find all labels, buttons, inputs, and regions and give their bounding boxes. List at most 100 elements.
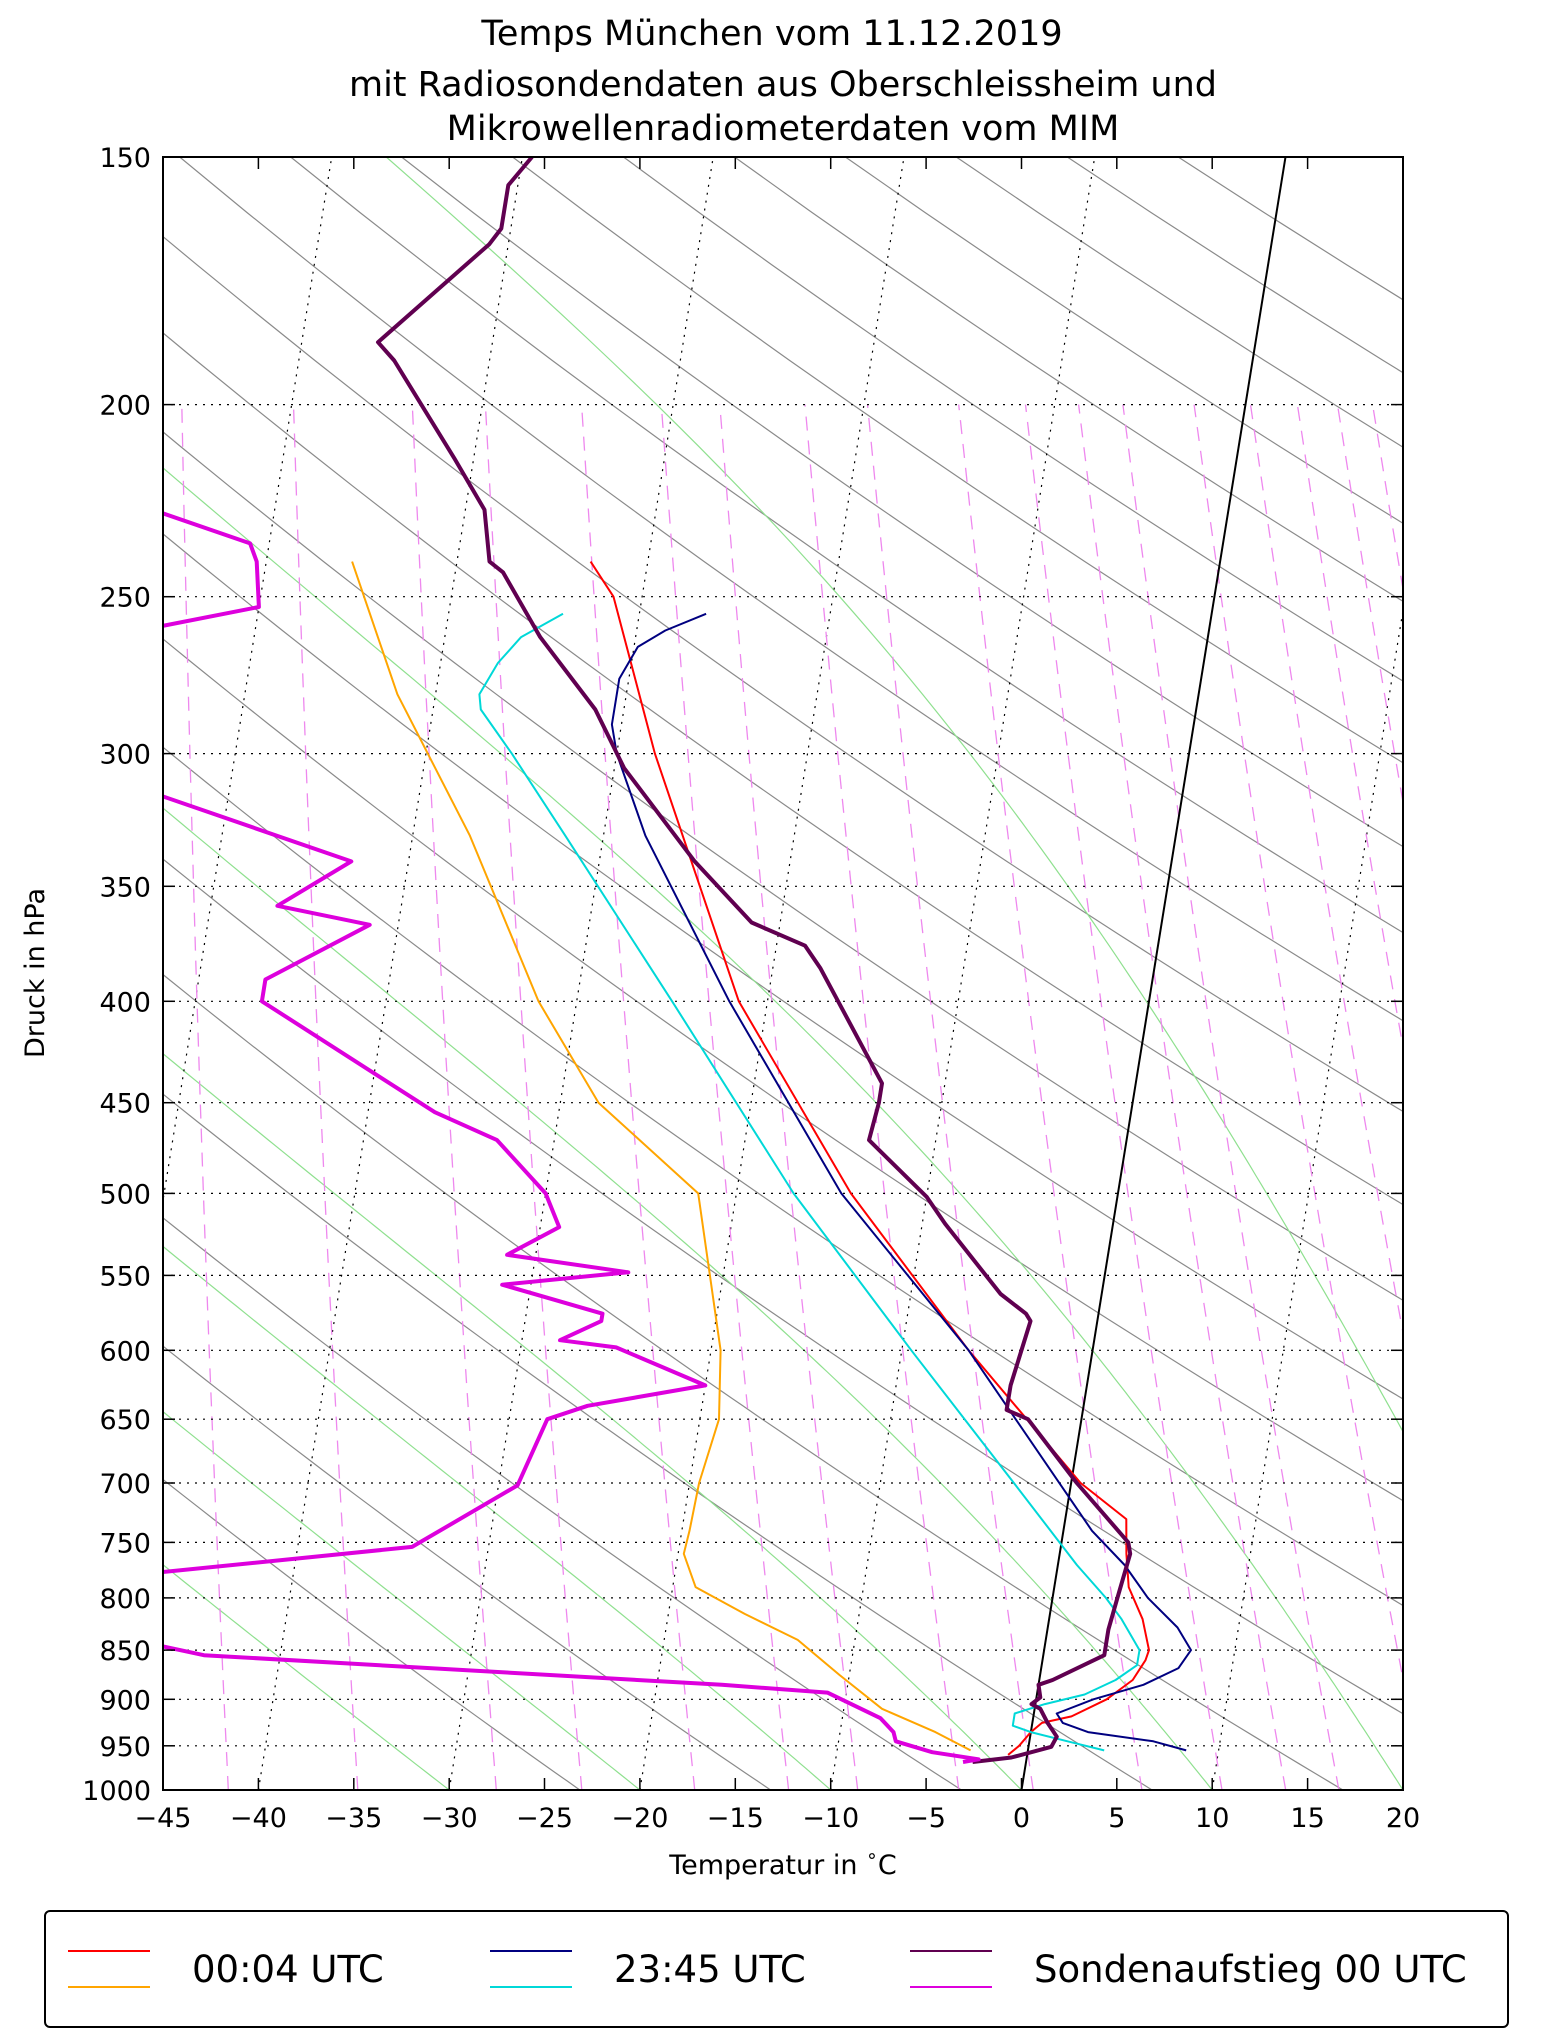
mixing-ratio-line [484,404,583,1790]
moist-adiabat [163,467,1403,1790]
y-axis: 150 200 250 300 350 400 450 500 550 600 650 700 750 8… [82,143,1403,1807]
y-tick-label: 550 [99,1261,151,1292]
y-tick-label: 650 [99,1405,151,1436]
y-tick-label: 200 [99,391,151,422]
mixing-ratio-line [1336,404,1403,807]
y-tick-label: 250 [99,583,151,614]
isotherm [257,157,523,1790]
mixing-ratio-line [1249,404,1403,1337]
y-tick-label: 350 [99,872,151,903]
x-tick-label: −30 [421,1803,478,1834]
mixing-ratio-line [1296,404,1403,1051]
y-tick-label: 300 [99,740,151,771]
x-tick-label: −25 [516,1803,573,1834]
dry-adiabat [163,235,1403,1113]
mixing-ratio-line [1077,404,1287,1790]
mixing-ratio-line [1432,405,1542,1790]
dry-adiabat [163,1345,771,1790]
legend-label: 00:04 UTC [192,1948,384,1991]
dry-adiabat [290,157,1403,934]
moist-adiabat [163,1410,641,1790]
mixing-ratio-line [1122,404,1340,1790]
dry-adiabat [163,1217,962,1790]
dry-adiabat [163,431,1403,1301]
y-tick-label: 150 [99,143,151,174]
isotherm [639,157,905,1790]
chart-title-line: Temps München vom 11.12.2019 [480,14,1062,54]
dry-adiabat [163,332,1403,1206]
y-tick-label: 600 [99,1336,151,1367]
dry-adiabat [163,638,1403,1502]
profile-line [351,561,972,1752]
chart-title: Temps München vom 11.12.2019 mit Radioso… [349,14,1217,149]
mixing-ratio-line [1371,404,1403,593]
legend-entry-2345: 23:45 UTC [490,1948,806,1991]
y-tick-label: 850 [99,1636,151,1667]
dry-adiabat [1177,157,1403,301]
mixing-ratio-line [660,404,790,1790]
dry-adiabat [163,858,1403,1715]
x-tick-label: 0 [1013,1803,1030,1834]
x-tick-label: −20 [611,1803,668,1834]
dry-adiabat [163,1478,581,1790]
profile-line [163,511,981,1764]
profile-lines [163,157,1192,1764]
x-axis-label-degree: ∘ [866,1845,878,1867]
isotherm [830,157,1096,1790]
dry-adiabat [734,157,1403,602]
y-tick-label: 950 [99,1732,151,1763]
chart-title-line: Mikrowellenradiometerdaten vom MIM [447,109,1120,149]
y-tick-label: 450 [99,1089,151,1120]
y-tick-label: 500 [99,1179,151,1210]
moist-adiabat [385,157,1403,1433]
moist-adiabat [163,1563,450,1790]
x-tick-label: −40 [230,1803,287,1834]
x-tick-label: −45 [135,1803,192,1834]
mixing-ratio-line [1193,404,1403,1683]
dry-adiabat [401,157,1403,848]
moist-adiabat [163,1052,1022,1790]
y-tick-label: 400 [99,987,151,1018]
x-axis-label-unit: C [878,1850,897,1881]
x-tick-label: −15 [707,1803,764,1834]
dry-adiabat [163,746,1403,1607]
plot-frame [162,156,1404,1791]
profile-line [478,612,1141,1752]
y-tick-label: 750 [99,1528,151,1559]
x-tick-label: 10 [1195,1803,1229,1834]
x-axis: −45 −40 −35 −30 −25 −20 −15 −10 −5 0 5 10 15 20 [135,157,1420,1834]
legend: 00:04 UTC 23:45 UTC Sondenaufstieg 00 UT… [44,1910,1509,2028]
mixing-ratio-line [1024,404,1223,1790]
x-axis-label-text: Temperatur in [668,1850,866,1881]
isotherm [1211,606,1403,1790]
x-tick-label: −35 [325,1803,382,1834]
dry-adiabat [163,973,1344,1790]
moist-adiabat [163,807,1213,1790]
mixing-ratio-line [1404,405,1542,1790]
y-tick-label: 800 [99,1584,151,1615]
legend-label: Sondenaufstieg 00 UTC [1034,1948,1467,1991]
x-tick-label: 20 [1386,1803,1420,1834]
moist-adiabat [163,1245,832,1790]
y-tick-label: 1000 [82,1776,151,1807]
mixing-ratio-line [580,404,696,1790]
y-tick-label: 900 [99,1685,151,1716]
chart-title-line: mit Radiosondendaten aus Oberschleisshei… [349,65,1217,105]
freezing-isotherm [1020,157,1287,1790]
profile-line [376,157,1133,1764]
dry-adiabat [163,533,1403,1400]
dry-adiabat [955,157,1403,448]
profile-line [610,612,1192,1752]
x-tick-label: 5 [1108,1803,1125,1834]
mixing-ratio-line [719,404,859,1790]
mixing-ratio-line [181,404,229,1790]
dry-adiabat [179,157,1403,1022]
mixing-ratio-line [866,404,1034,1790]
x-axis-label: Temperatur in ∘C [668,1845,897,1881]
y-tick-label: 700 [99,1469,151,1500]
legend-entry-0004: 00:04 UTC [68,1948,384,1991]
legend-box [44,1910,1509,2028]
dry-adiabat [1066,157,1403,374]
x-tick-label: −5 [906,1803,946,1834]
